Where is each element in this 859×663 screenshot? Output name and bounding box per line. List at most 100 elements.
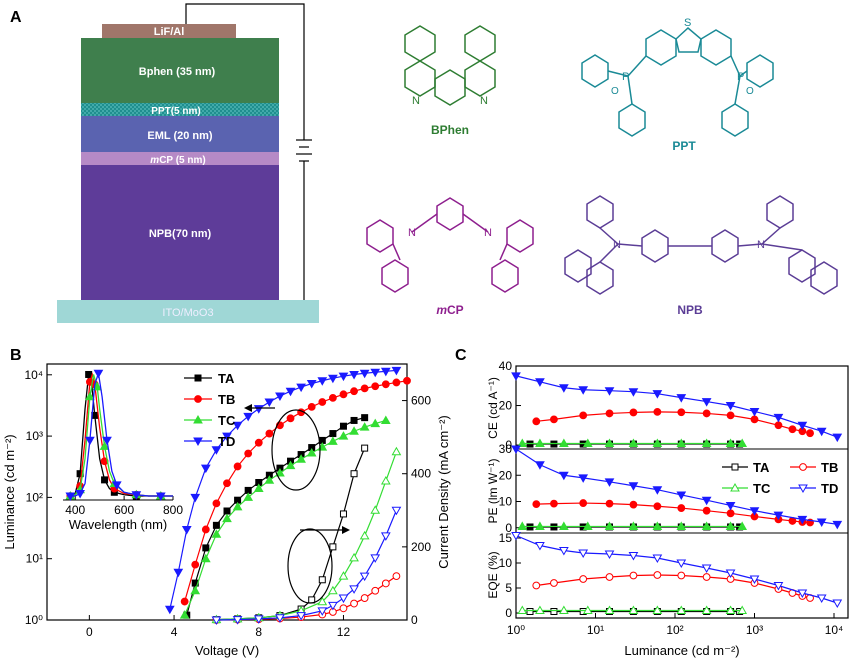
c-pe-point-TD bbox=[628, 482, 639, 491]
inset-point-TA bbox=[85, 370, 93, 378]
c-pe-point-TB bbox=[726, 509, 735, 518]
lum-point-TD bbox=[181, 525, 192, 535]
lum-point-TC bbox=[380, 415, 391, 424]
c-ce-point-TD bbox=[797, 421, 808, 431]
cd-point-TC bbox=[317, 596, 328, 606]
c-legend-marker-TB bbox=[799, 463, 807, 471]
inset-point-TA bbox=[101, 476, 109, 484]
c-ce-point-TD bbox=[604, 387, 615, 396]
lum-point-TB bbox=[403, 376, 411, 385]
c-ce-point-TB bbox=[550, 415, 558, 424]
lum-point-TC bbox=[370, 418, 381, 428]
inset-point-TD bbox=[131, 491, 142, 500]
c-eqe-point-TD bbox=[701, 564, 712, 574]
b-ytick-label: 10⁴ bbox=[24, 368, 43, 382]
c-legend-marker-TC bbox=[730, 482, 740, 492]
plot-c-legend: TA TB TC TD bbox=[722, 460, 838, 496]
lum-point-TC bbox=[306, 447, 317, 457]
c-ytick-label: 30 bbox=[499, 442, 513, 456]
b-ytick-label: 10² bbox=[26, 490, 43, 504]
inset-point-TC bbox=[99, 441, 110, 450]
b-legend-label-TB: TB bbox=[218, 392, 235, 407]
c-ce-point-TC bbox=[701, 438, 712, 447]
lum-point-TB bbox=[328, 393, 337, 402]
cd-point-TD bbox=[391, 506, 402, 516]
lum-point-TC bbox=[275, 467, 285, 477]
lum-point-TD bbox=[190, 493, 201, 503]
inset-point-TD bbox=[102, 436, 112, 446]
c-xtick-label: 10⁴ bbox=[825, 623, 844, 637]
lum-point-TC bbox=[338, 431, 349, 440]
svg-text:N: N bbox=[412, 95, 420, 107]
c-pe-point-TB bbox=[653, 502, 662, 511]
c-ytick-label: 0 bbox=[505, 521, 512, 535]
cd-point-TD bbox=[349, 585, 359, 594]
lum-point-TD bbox=[164, 605, 175, 615]
cd-point-TC bbox=[338, 571, 349, 580]
lum-point-TC bbox=[190, 585, 201, 595]
plot-c-pe: 0 10 20 30 bbox=[499, 442, 843, 535]
c-legend-marker-TA bbox=[731, 463, 739, 471]
c-pe-point-TC bbox=[652, 521, 663, 530]
label-lif-al: LiF/Al bbox=[154, 26, 185, 38]
c-ce-point-TD bbox=[725, 402, 736, 411]
c-eqe-point-TC bbox=[652, 605, 663, 614]
cd-point-TC bbox=[370, 505, 381, 514]
c-pe-point-TD bbox=[725, 501, 736, 511]
b-xtick-label: 4 bbox=[171, 625, 178, 639]
c-ce-point-TD bbox=[535, 378, 545, 387]
label-ppt: PPT(5 nm) bbox=[151, 106, 200, 117]
inset-xtick-label: 600 bbox=[114, 503, 134, 517]
c-ce-point-TB bbox=[629, 408, 638, 417]
plot-c-ticks: 10⁰ 10¹ 10² 10³ 10⁴ bbox=[507, 613, 843, 637]
plot-c-eqe-label: EQE (%) bbox=[486, 551, 500, 598]
c-ytick-label: 20 bbox=[499, 468, 513, 482]
lum-point-TA bbox=[329, 430, 337, 438]
c-eqe-point-TC bbox=[517, 605, 528, 614]
layer-ito-moo3 bbox=[57, 300, 319, 323]
lum-point-TD bbox=[253, 405, 264, 414]
c-xtick-label: 10⁰ bbox=[507, 623, 525, 637]
c-ce-point-TB bbox=[806, 429, 814, 438]
lum-point-TB bbox=[307, 402, 316, 411]
c-pe-point-TD bbox=[604, 478, 615, 487]
c-eqe-point-TA bbox=[550, 608, 558, 615]
c-pe-point-TC bbox=[535, 521, 545, 530]
c-pe-line-TD bbox=[515, 448, 838, 525]
annotation-ellipse-current bbox=[287, 528, 333, 604]
c-eqe-line-TB bbox=[536, 574, 811, 599]
c-ce-point-TC bbox=[725, 438, 736, 447]
c-eqe-point-TC bbox=[737, 605, 748, 614]
c-eqe-point-TA bbox=[526, 608, 534, 615]
lum-point-TD bbox=[200, 464, 211, 474]
lum-point-TB bbox=[265, 429, 274, 438]
plot-c-pe-label: PE (lm W⁻¹) bbox=[486, 459, 500, 524]
label-mcp: mCP (5 nm) bbox=[150, 155, 205, 166]
b-xtick-label: 8 bbox=[255, 625, 262, 639]
inset-point-TD bbox=[93, 369, 104, 379]
cd-point-TC bbox=[359, 530, 370, 540]
c-pe-point-TD bbox=[832, 520, 843, 530]
c-pe-point-TD bbox=[652, 486, 663, 495]
c-ce-point-TB bbox=[532, 417, 541, 426]
c-eqe-point-TC bbox=[725, 605, 736, 614]
cd-line-TA bbox=[216, 447, 366, 621]
c-eqe-point-TD bbox=[604, 550, 615, 560]
molecule-npb: N N bbox=[564, 195, 838, 295]
c-eqe-point-TB bbox=[605, 573, 614, 581]
device-stack: LiF/Al Bphen (35 nm) PPT(5 nm) EML (20 n… bbox=[57, 3, 319, 323]
c-ce-point-TB bbox=[774, 421, 783, 430]
inset-point-TD bbox=[65, 492, 76, 502]
c-pe-point-TB bbox=[702, 506, 711, 515]
c-legend-label-TD: TD bbox=[821, 481, 838, 496]
cd-point-TB bbox=[350, 599, 358, 608]
lum-point-TD bbox=[349, 371, 359, 380]
c-pe-point-TB bbox=[605, 499, 614, 508]
c-ytick-label: 0 bbox=[505, 606, 512, 620]
c-eqe-point-TD bbox=[773, 582, 784, 591]
plot-b-ticks: 0 4 8 12 10⁰ 10¹ 10² 10³ 10⁴ 0 200 400 600 bbox=[24, 368, 431, 639]
lum-point-TA bbox=[361, 414, 369, 422]
lum-point-TD bbox=[211, 446, 222, 455]
cd-point-TD bbox=[253, 615, 264, 624]
